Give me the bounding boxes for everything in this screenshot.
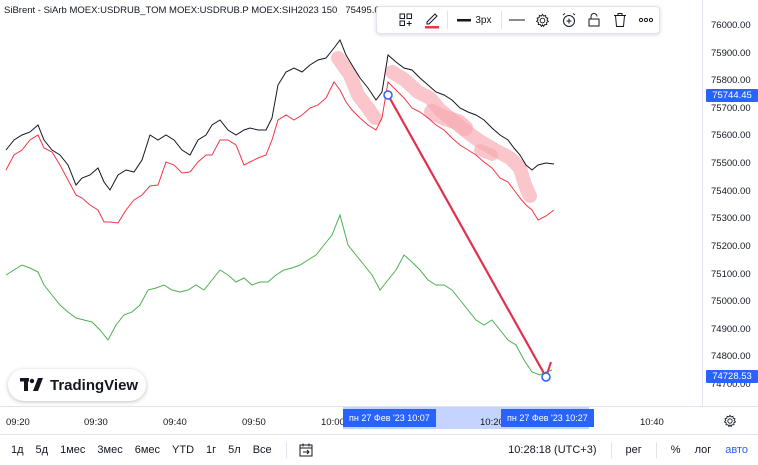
tradingview-logo-icon [20,378,43,391]
gear-icon [723,414,737,428]
line-width-icon [457,19,472,22]
bottom-right-controls: 10:28:18 (UTC+3) рег % лог авто [508,435,758,465]
clock[interactable]: 10:28:18 (UTC+3) [508,444,597,456]
gear-icon [536,13,550,27]
time-tick: 10:40 [640,417,664,428]
line-width-label: 3px [475,14,492,26]
time-tick: 10:20 [480,417,504,428]
auto-scale-button[interactable]: авто [725,444,748,456]
lock-button[interactable] [582,7,608,33]
highlighter-stroke-4 [474,144,498,161]
chart-canvas[interactable] [0,0,702,406]
logo-text: TradingView [50,376,139,394]
chart-settings-button[interactable] [702,406,758,435]
period-5d[interactable]: 5д [35,444,49,456]
value-1: 75495.00 [345,5,385,16]
divider [655,442,657,458]
tradingview-logo[interactable]: TradingView [8,369,146,401]
period-3m[interactable]: 3мес [97,444,123,456]
period-ytd[interactable]: YTD [172,444,195,456]
add-to-group-icon [399,13,412,26]
divider [610,442,612,458]
price-tick: 75100.00 [711,269,751,280]
trend-line-drawing[interactable] [383,90,552,382]
price-tick: 74700.00 [711,379,751,390]
series-red-line [5,80,555,224]
price-tag-top: 75744.45 [706,89,758,102]
drawing-toolbar: 3px [376,6,660,34]
price-tag-bottom: 74728.53 [706,370,758,383]
lock-icon [588,13,600,27]
calendar-goto-icon [299,443,313,457]
price-tick: 74800.00 [711,351,751,362]
trend-line[interactable] [387,94,547,378]
time-tick: 09:50 [242,417,266,428]
add-to-group-button[interactable] [393,7,419,33]
time-tick: 10:00 [321,417,345,428]
time-tick: 09:20 [6,417,30,428]
time-tick: 09:40 [163,417,187,428]
series-black-line [5,38,555,191]
alert-button[interactable] [556,7,582,33]
date-range-button[interactable] [299,443,313,457]
color-button[interactable] [419,7,445,33]
settings-button[interactable] [530,7,556,33]
bottom-toolbar: 1д 5д 1мес 3мес 6мес YTD 1г 5л Все 10:28… [0,434,758,465]
toolbar-divider [446,11,448,29]
period-5y[interactable]: 5л [228,444,241,456]
period-all[interactable]: Все [252,444,272,456]
percent-scale-button[interactable]: % [670,444,681,456]
line-width-button[interactable]: 3px [450,7,500,33]
time-axis[interactable]: 09:20 09:30 09:40 09:50 10:00 10:20 10:4… [0,406,702,435]
regular-session-button[interactable]: рег [625,444,642,456]
price-tick: 75400.00 [711,186,751,197]
period-1d[interactable]: 1д [11,444,24,456]
period-1y[interactable]: 1г [206,444,217,456]
line-style-icon [509,19,526,21]
pencil-icon [424,13,439,29]
toolbar-divider [501,11,503,29]
log-scale-button[interactable]: лог [694,444,712,456]
delete-button[interactable] [607,7,633,33]
alarm-plus-icon [562,13,575,27]
highlighter-stroke-3 [424,104,473,136]
price-tick: 76000.00 [711,20,751,31]
time-tag-end: пн 27 Фев '23 10:27 [501,409,594,427]
price-tick: 75200.00 [711,241,751,252]
price-tick: 75900.00 [711,48,751,59]
trend-line-handle-start[interactable] [383,90,393,100]
price-tick: 75300.00 [711,213,751,224]
highlighter-drawing[interactable] [331,51,537,203]
line-style-button[interactable] [504,7,530,33]
period-1m[interactable]: 1мес [60,444,86,456]
price-tick: 75800.00 [711,75,751,86]
period-6m[interactable]: 6мес [134,444,161,456]
divider [285,442,287,458]
series-green-line [5,213,553,376]
more-icon [638,17,654,23]
chart-pane[interactable]: SiBrent - SiArb MOEX:USDRUB_TOM MOEX:USD… [0,0,702,406]
time-tick: 09:30 [84,417,108,428]
price-tick: 75600.00 [711,130,751,141]
trash-icon [614,13,627,27]
price-tick: 74900.00 [711,324,751,335]
symbol-title: SiBrent - SiArb MOEX:USDRUB_TOM MOEX:USD… [4,5,415,16]
symbol-text: SiBrent - SiArb MOEX:USDRUB_TOM MOEX:USD… [4,5,338,16]
trend-line-handle-end[interactable] [541,372,551,382]
price-tick: 75700.00 [711,103,751,114]
more-button[interactable] [633,7,659,33]
price-axis[interactable]: 76000.00 75900.00 75800.00 75700.00 7560… [702,0,758,406]
time-tag-start: пн 27 Фев '23 10:07 [343,409,436,427]
highlighter-stroke-1 [331,51,382,125]
price-tick: 75000.00 [711,296,751,307]
price-tick: 75500.00 [711,158,751,169]
